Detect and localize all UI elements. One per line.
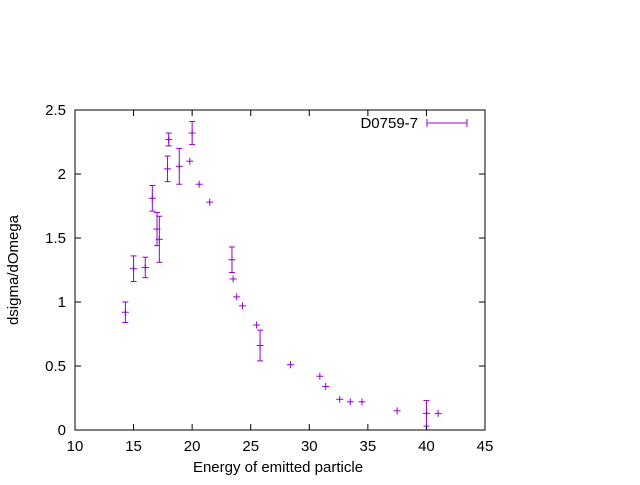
data-point	[256, 329, 264, 362]
data-point	[253, 321, 261, 329]
legend-label: D0759-7	[360, 115, 418, 132]
data-point	[195, 180, 203, 188]
data-point	[206, 198, 214, 206]
y-tick-label: 1.5	[45, 230, 66, 247]
data-point	[422, 400, 430, 427]
data-point	[228, 246, 236, 274]
data-point	[434, 409, 442, 417]
y-tick-label: 1	[58, 294, 66, 311]
data-point	[164, 155, 172, 183]
x-axis-title: Energy of emitted particle	[193, 459, 363, 476]
data-point	[186, 157, 194, 165]
data-series-points	[121, 121, 442, 427]
data-point	[316, 372, 324, 380]
plot-frame	[74, 109, 486, 431]
data-point	[322, 382, 330, 390]
data-point	[233, 293, 241, 301]
axis-tick-labels: 10 15 20 25 30 35 40 45 0 0.5 1 1.5 2 2.5	[45, 102, 493, 455]
legend-sample	[426, 119, 468, 127]
data-point	[287, 361, 295, 369]
y-tick-label: 0	[58, 422, 66, 439]
y-tick-label: 2.5	[45, 102, 66, 119]
data-point	[393, 407, 401, 415]
x-tick-label: 20	[184, 438, 201, 455]
legend: D0759-7	[360, 115, 468, 132]
data-point	[346, 398, 354, 406]
x-tick-label: 15	[125, 438, 142, 455]
data-point	[239, 302, 247, 310]
x-tick-label: 30	[301, 438, 318, 455]
data-point	[165, 132, 173, 147]
data-point	[148, 185, 156, 212]
data-point	[155, 215, 163, 263]
data-point	[121, 301, 129, 323]
data-point	[358, 398, 366, 406]
x-tick-label: 10	[67, 438, 84, 455]
data-point	[188, 121, 196, 146]
x-tick-label: 25	[242, 438, 259, 455]
axis-ticks	[74, 109, 486, 431]
y-tick-label: 2	[58, 166, 66, 183]
x-tick-label: 40	[418, 438, 435, 455]
data-point	[130, 255, 138, 283]
data-point	[229, 275, 237, 283]
data-point	[175, 147, 183, 185]
y-axis-title: dsigma/dOmega	[5, 214, 22, 325]
x-tick-label: 35	[360, 438, 377, 455]
data-point	[336, 395, 344, 403]
x-tick-label: 45	[477, 438, 494, 455]
y-tick-label: 0.5	[45, 358, 66, 375]
data-point	[141, 256, 149, 279]
